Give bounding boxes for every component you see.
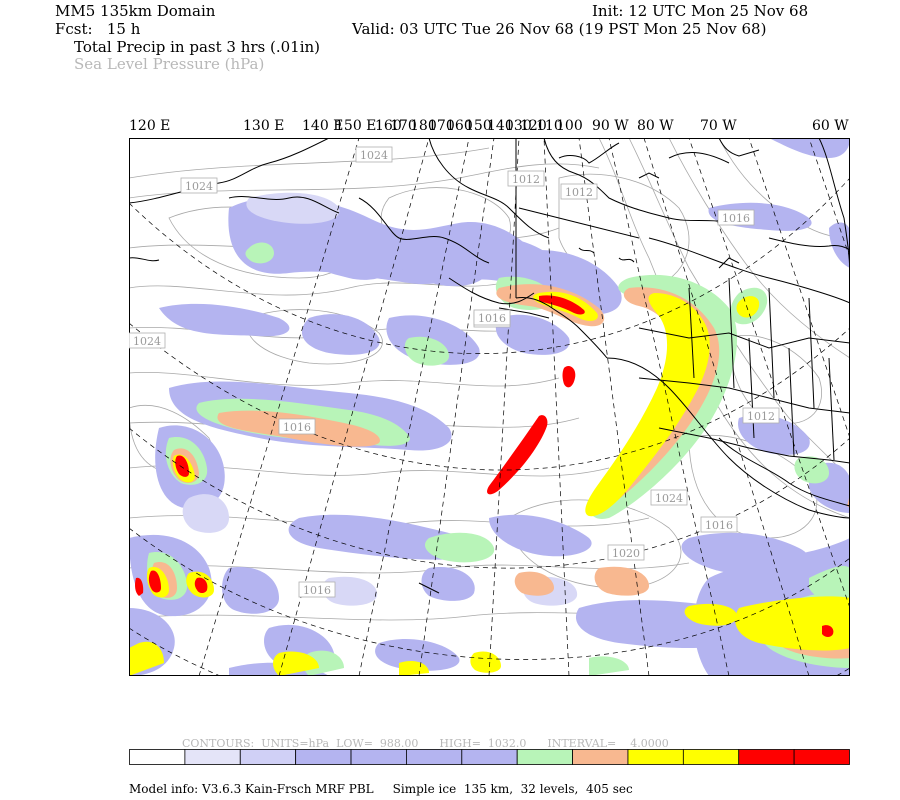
colorbar-swatch (738, 749, 795, 765)
precip-colorbar (129, 749, 850, 765)
precip-map: 1024102410241012101210161016100810241016… (129, 138, 850, 676)
precip-red (135, 295, 834, 637)
isobar-label: 1012 (560, 183, 598, 200)
colorbar-swatch (295, 749, 352, 765)
longitude-label: 130 (505, 118, 532, 134)
forecast-hour: Fcst: 15 h (55, 20, 141, 38)
longitude-label: 150 (465, 118, 492, 134)
contour-info: CONTOURS: UNITS=hPa LOW= 988.00 HIGH= 10… (182, 737, 669, 750)
longitude-label: 60 W (812, 118, 849, 134)
isobar-label-text: 1012 (512, 173, 540, 186)
longitude-label: 120 E (129, 118, 171, 134)
model-info: Model info: V3.6.3 Kain-Frsch MRF PBL Si… (129, 782, 633, 796)
colorbar-swatch (129, 749, 186, 765)
graticule (129, 138, 850, 676)
isobar-label: 1016 (717, 209, 755, 226)
coastlines (129, 138, 850, 594)
colorbar-swatch (350, 749, 407, 765)
longitude-label: 100 (556, 118, 583, 134)
longitude-label: 120 (520, 118, 547, 134)
isobar-labels: 1024102410241012101210161016100810241016… (129, 146, 780, 598)
longitude-label: 140 E (302, 118, 344, 134)
valid-time: Valid: 03 UTC Tue 26 Nov 68 (19 PST Mon … (352, 20, 767, 38)
longitude-label: 90 W (592, 118, 629, 134)
longitude-label: 110 (536, 118, 563, 134)
longitude-label: 160 (446, 118, 473, 134)
isobar-label: 1016 (278, 418, 316, 435)
isobar-label-text: 1016 (303, 584, 331, 597)
colorbar-swatch (627, 749, 684, 765)
isobar-label-text: 1012 (747, 410, 775, 423)
longitude-label: 150 E (335, 118, 377, 134)
isobar-label-text: 1024 (185, 180, 213, 193)
isobar-label-text: 1016 (283, 421, 311, 434)
isobar-label: 1024 (650, 489, 688, 506)
isobar-label-text: 1016 (478, 312, 506, 325)
colorbar-swatch (239, 749, 297, 765)
colorbar-swatch (516, 749, 573, 765)
isobar-label-text: 1024 (133, 335, 161, 348)
isobar-label-text: 1016 (705, 519, 733, 532)
colorbar-swatch (793, 749, 850, 765)
isobar-label: 1024 (129, 332, 166, 349)
colorbar-swatch (184, 749, 241, 765)
isobar-label: 1016 (298, 581, 336, 598)
longitude-label: 160 (375, 118, 402, 134)
longitude-label: 170 (428, 118, 455, 134)
isobar-label: 1012 (507, 170, 545, 187)
isobar-label: 1016 (473, 309, 511, 326)
isobar-label-text: 1012 (565, 186, 593, 199)
domain-title: MM5 135km Domain (55, 2, 216, 20)
field-primary-label: Total Precip in past 3 hrs (.01in) (74, 38, 321, 56)
isobar-label-text: 1016 (722, 212, 750, 225)
longitude-label: 170 (390, 118, 417, 134)
colorbar-swatch (682, 749, 740, 765)
longitude-label: 180 (410, 118, 437, 134)
init-time: Init: 12 UTC Mon 25 Nov 68 (592, 2, 809, 20)
longitude-label: 130 E (243, 118, 285, 134)
isobar-label: 1012 (742, 407, 780, 424)
longitude-label: 70 W (700, 118, 737, 134)
longitude-label: 140 (487, 118, 514, 134)
isobar-label: 1024 (180, 177, 218, 194)
isobar-label-text: 1020 (612, 547, 640, 560)
colorbar-swatch (461, 749, 518, 765)
isobar-label-text: 1024 (360, 149, 388, 162)
longitude-label: 80 W (637, 118, 674, 134)
field-secondary-label: Sea Level Pressure (hPa) (74, 55, 265, 73)
colorbar-swatch (406, 749, 463, 765)
isobar-label: 1024 (355, 146, 393, 163)
isobar-label-text: 1024 (655, 492, 683, 505)
isobar-label: 1016 (700, 516, 738, 533)
colorbar-swatch (572, 749, 629, 765)
isobar-label: 1020 (607, 544, 645, 561)
